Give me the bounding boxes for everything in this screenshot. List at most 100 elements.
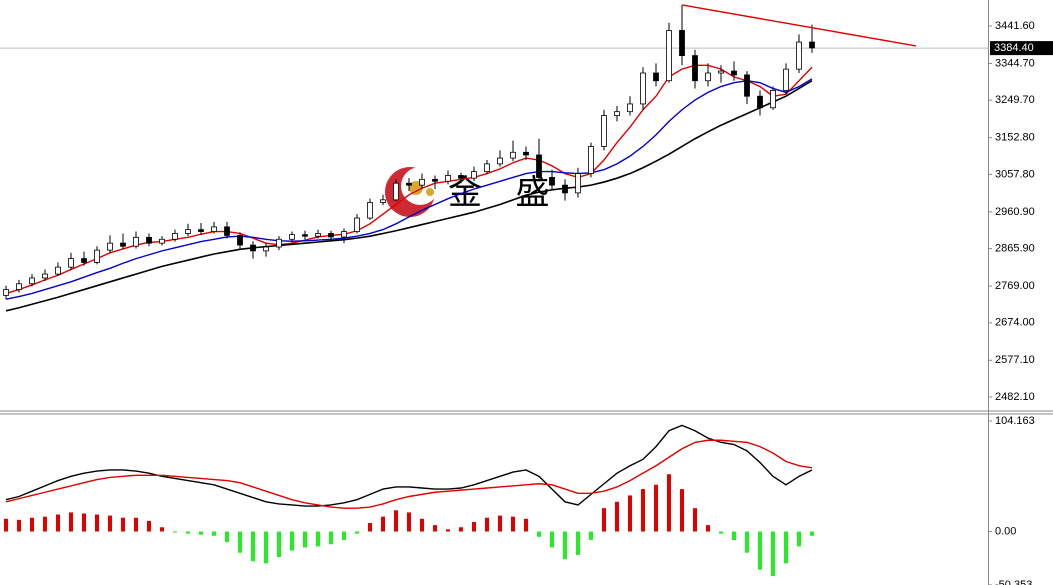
trendline <box>681 4 917 47</box>
candle-body <box>432 178 438 182</box>
histogram-bar <box>719 531 723 534</box>
candle-body <box>250 244 256 252</box>
candle-body <box>29 277 35 285</box>
candle-body <box>770 90 776 109</box>
histogram-bar <box>524 518 528 532</box>
histogram-bar <box>368 523 372 532</box>
histogram-bar <box>732 531 736 541</box>
candle-body <box>406 182 412 186</box>
candle-body <box>16 283 22 290</box>
histogram-bar <box>537 531 541 537</box>
indicator-line <box>5 439 813 509</box>
histogram-bar <box>446 529 450 532</box>
histogram-bar <box>472 521 476 532</box>
histogram-bar <box>108 515 112 532</box>
candle-body <box>380 199 386 203</box>
histogram-bar <box>810 531 814 536</box>
candle-body <box>341 231 347 238</box>
candle-body <box>172 233 178 240</box>
y-tick-label: 2769.00 <box>995 280 1035 292</box>
candle-body <box>81 258 87 263</box>
histogram-bar <box>654 484 658 532</box>
candle-body <box>510 151 516 159</box>
candle-body <box>484 163 490 173</box>
last-price-box <box>990 41 1053 56</box>
histogram-bar <box>407 512 411 532</box>
candle-body <box>315 233 321 237</box>
histogram-bar <box>563 531 567 560</box>
histogram-bar <box>316 531 320 547</box>
histogram-bar <box>498 515 502 532</box>
candle-body <box>575 173 581 194</box>
y-tick-label: 3057.80 <box>995 168 1035 180</box>
histogram-bar <box>550 531 554 548</box>
candle-body <box>185 229 191 234</box>
indicator-line <box>5 64 813 295</box>
histogram-bar <box>56 514 60 532</box>
candle-body <box>679 30 685 57</box>
y-tick-label: 3441.60 <box>995 20 1035 32</box>
histogram-bar <box>758 531 762 570</box>
candle-body <box>757 95 763 109</box>
candle-body <box>133 236 139 247</box>
histogram-bar <box>693 508 697 532</box>
candle-body <box>627 103 633 113</box>
histogram-bar <box>95 514 99 532</box>
histogram-bar <box>576 531 580 555</box>
candle-body <box>354 217 360 232</box>
candle-body <box>146 236 152 244</box>
histogram-bar <box>628 495 632 532</box>
candle-body <box>705 72 711 82</box>
histogram-bar <box>641 489 645 532</box>
indicator-line <box>5 78 813 300</box>
candle-body <box>653 72 659 82</box>
histogram-bar <box>680 489 684 532</box>
histogram-bar <box>511 516 515 532</box>
histogram-bar <box>355 531 359 534</box>
histogram-bar <box>394 510 398 532</box>
histogram-bar <box>797 531 801 547</box>
candle-body <box>224 226 230 236</box>
histogram-bar <box>745 531 749 553</box>
candle-body <box>276 238 282 248</box>
candle-body <box>211 226 217 232</box>
histogram-bar <box>602 508 606 532</box>
histogram-bar <box>225 531 229 543</box>
histogram-bar <box>277 531 281 557</box>
candle-body <box>692 55 698 82</box>
histogram-bar <box>264 531 268 564</box>
histogram-bar <box>329 531 333 545</box>
y-tick-label: 2960.90 <box>995 206 1035 218</box>
candle-body <box>42 273 48 279</box>
candle-body <box>393 182 399 201</box>
histogram-bar <box>303 531 307 548</box>
candle-body <box>120 242 126 247</box>
histogram-bar <box>147 520 151 532</box>
candle-body <box>289 234 295 240</box>
candle-body <box>263 246 269 252</box>
histogram-bar <box>706 525 710 532</box>
candle-body <box>562 184 568 194</box>
indicator-line <box>5 424 813 507</box>
y-tick-label: 104.163 <box>995 415 1035 427</box>
candle-body <box>94 249 100 263</box>
histogram-bar <box>381 516 385 532</box>
candle-body <box>640 72 646 105</box>
candle-body <box>796 41 802 70</box>
candle-body <box>783 68 789 91</box>
candle-body <box>3 289 9 296</box>
candle-body <box>549 177 555 186</box>
histogram-bar <box>160 527 164 532</box>
histogram-bar <box>459 527 463 532</box>
histogram-bar <box>615 501 619 532</box>
histogram-bar <box>784 531 788 564</box>
y-tick-label: 0.00 <box>995 525 1016 537</box>
histogram-bar <box>134 517 138 532</box>
candle-body <box>523 151 529 156</box>
histogram-bar <box>667 474 671 532</box>
indicator-line <box>5 80 813 312</box>
candle-body <box>198 229 204 232</box>
candle-body <box>731 70 737 76</box>
y-tick-label: 2674.00 <box>995 317 1035 329</box>
